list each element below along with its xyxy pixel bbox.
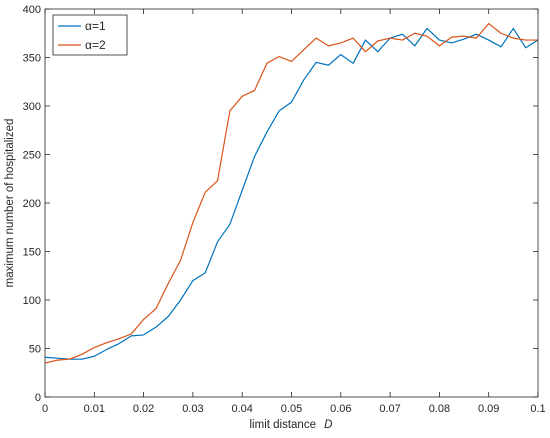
x-axis-label-text: limit distance: [250, 419, 316, 431]
plot-area: [45, 9, 538, 397]
x-tick-label: 0.08: [429, 403, 450, 415]
x-tick-label: 0.05: [281, 403, 302, 415]
legend: α=1 α=2: [52, 14, 128, 56]
legend-box: [52, 14, 128, 56]
legend-label-series-1: α=1: [85, 19, 106, 33]
y-tick-label: 400: [23, 4, 41, 16]
y-tick-label: 50: [29, 344, 41, 356]
x-axis-label-symbol: D: [324, 419, 332, 431]
x-tick-label: 0.01: [84, 403, 105, 415]
y-axis-ticks: 0 50 100 150 200 250 300 350 400: [23, 4, 538, 404]
x-tick-label: 0.03: [182, 403, 203, 415]
x-tick-label: 0: [42, 403, 48, 415]
y-tick-label: 200: [23, 198, 41, 210]
series-layer: [44, 22, 539, 364]
y-tick-label: 300: [23, 101, 41, 113]
y-tick-label: 250: [23, 150, 41, 162]
x-tick-label: 0.07: [379, 403, 400, 415]
y-tick-label: 150: [23, 247, 41, 259]
legend-label-series-2: α=2: [85, 38, 106, 52]
x-axis-label: limit distance D: [250, 419, 333, 431]
x-tick-label: 0.06: [330, 403, 351, 415]
y-tick-label: 100: [23, 295, 41, 307]
series-line-1: [44, 27, 539, 360]
x-tick-label: 0.1: [530, 403, 545, 415]
y-axis-label: maximum number of hospitalized: [4, 119, 16, 288]
x-axis-ticks: 0 0.01 0.02 0.03 0.04 0.05 0.06 0.07 0.08 0.09 0.1: [42, 9, 546, 415]
x-tick-label: 0.04: [231, 403, 252, 415]
y-tick-label: 350: [23, 53, 41, 65]
x-tick-label: 0.02: [133, 403, 154, 415]
x-tick-label: 0.09: [478, 403, 499, 415]
series-line-2: [44, 22, 538, 364]
y-tick-label: 0: [35, 392, 41, 404]
